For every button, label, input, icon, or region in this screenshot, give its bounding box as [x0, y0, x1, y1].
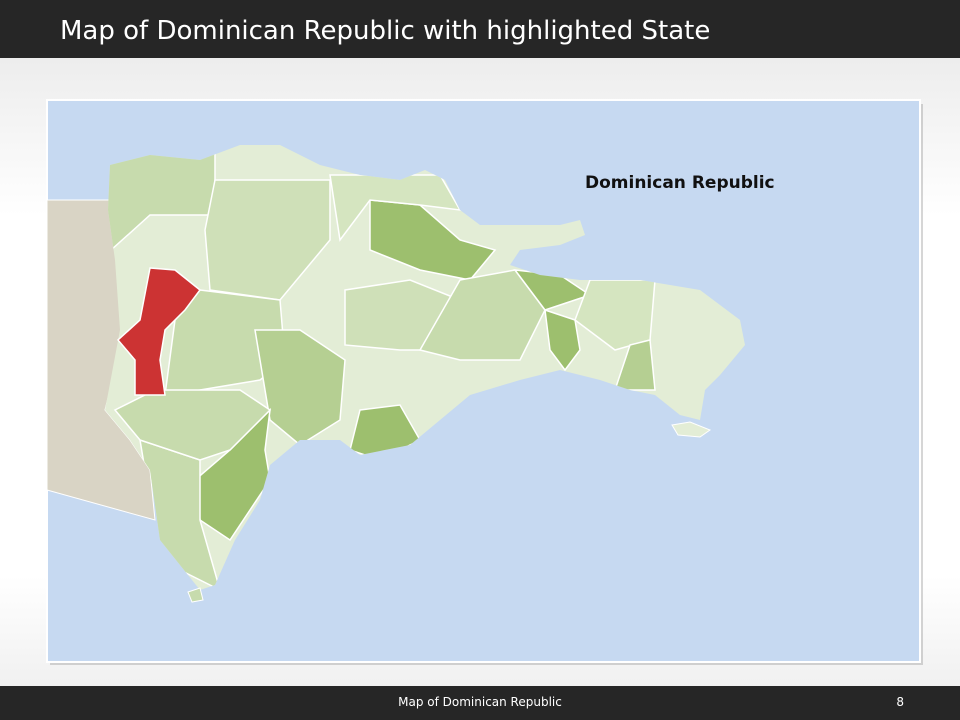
footer-text: Map of Dominican Republic	[398, 695, 562, 709]
province	[254, 329, 346, 446]
province	[105, 145, 216, 262]
province	[194, 407, 272, 542]
province	[544, 308, 581, 372]
page-number: 8	[896, 695, 904, 709]
slide-title: Map of Dominican Republic with highlight…	[60, 16, 711, 46]
highlighted-province	[116, 267, 202, 396]
map-label: Dominican Republic	[585, 173, 775, 193]
province	[613, 339, 656, 391]
map: Dominican Republic	[46, 99, 923, 665]
title-bar: Map of Dominican Republic with highlight…	[0, 0, 960, 58]
island	[187, 587, 204, 603]
province	[369, 199, 497, 281]
footer-bar: Map of Dominican Republic 8	[0, 686, 960, 720]
province	[164, 289, 286, 396]
province	[113, 389, 272, 461]
island	[671, 421, 712, 438]
